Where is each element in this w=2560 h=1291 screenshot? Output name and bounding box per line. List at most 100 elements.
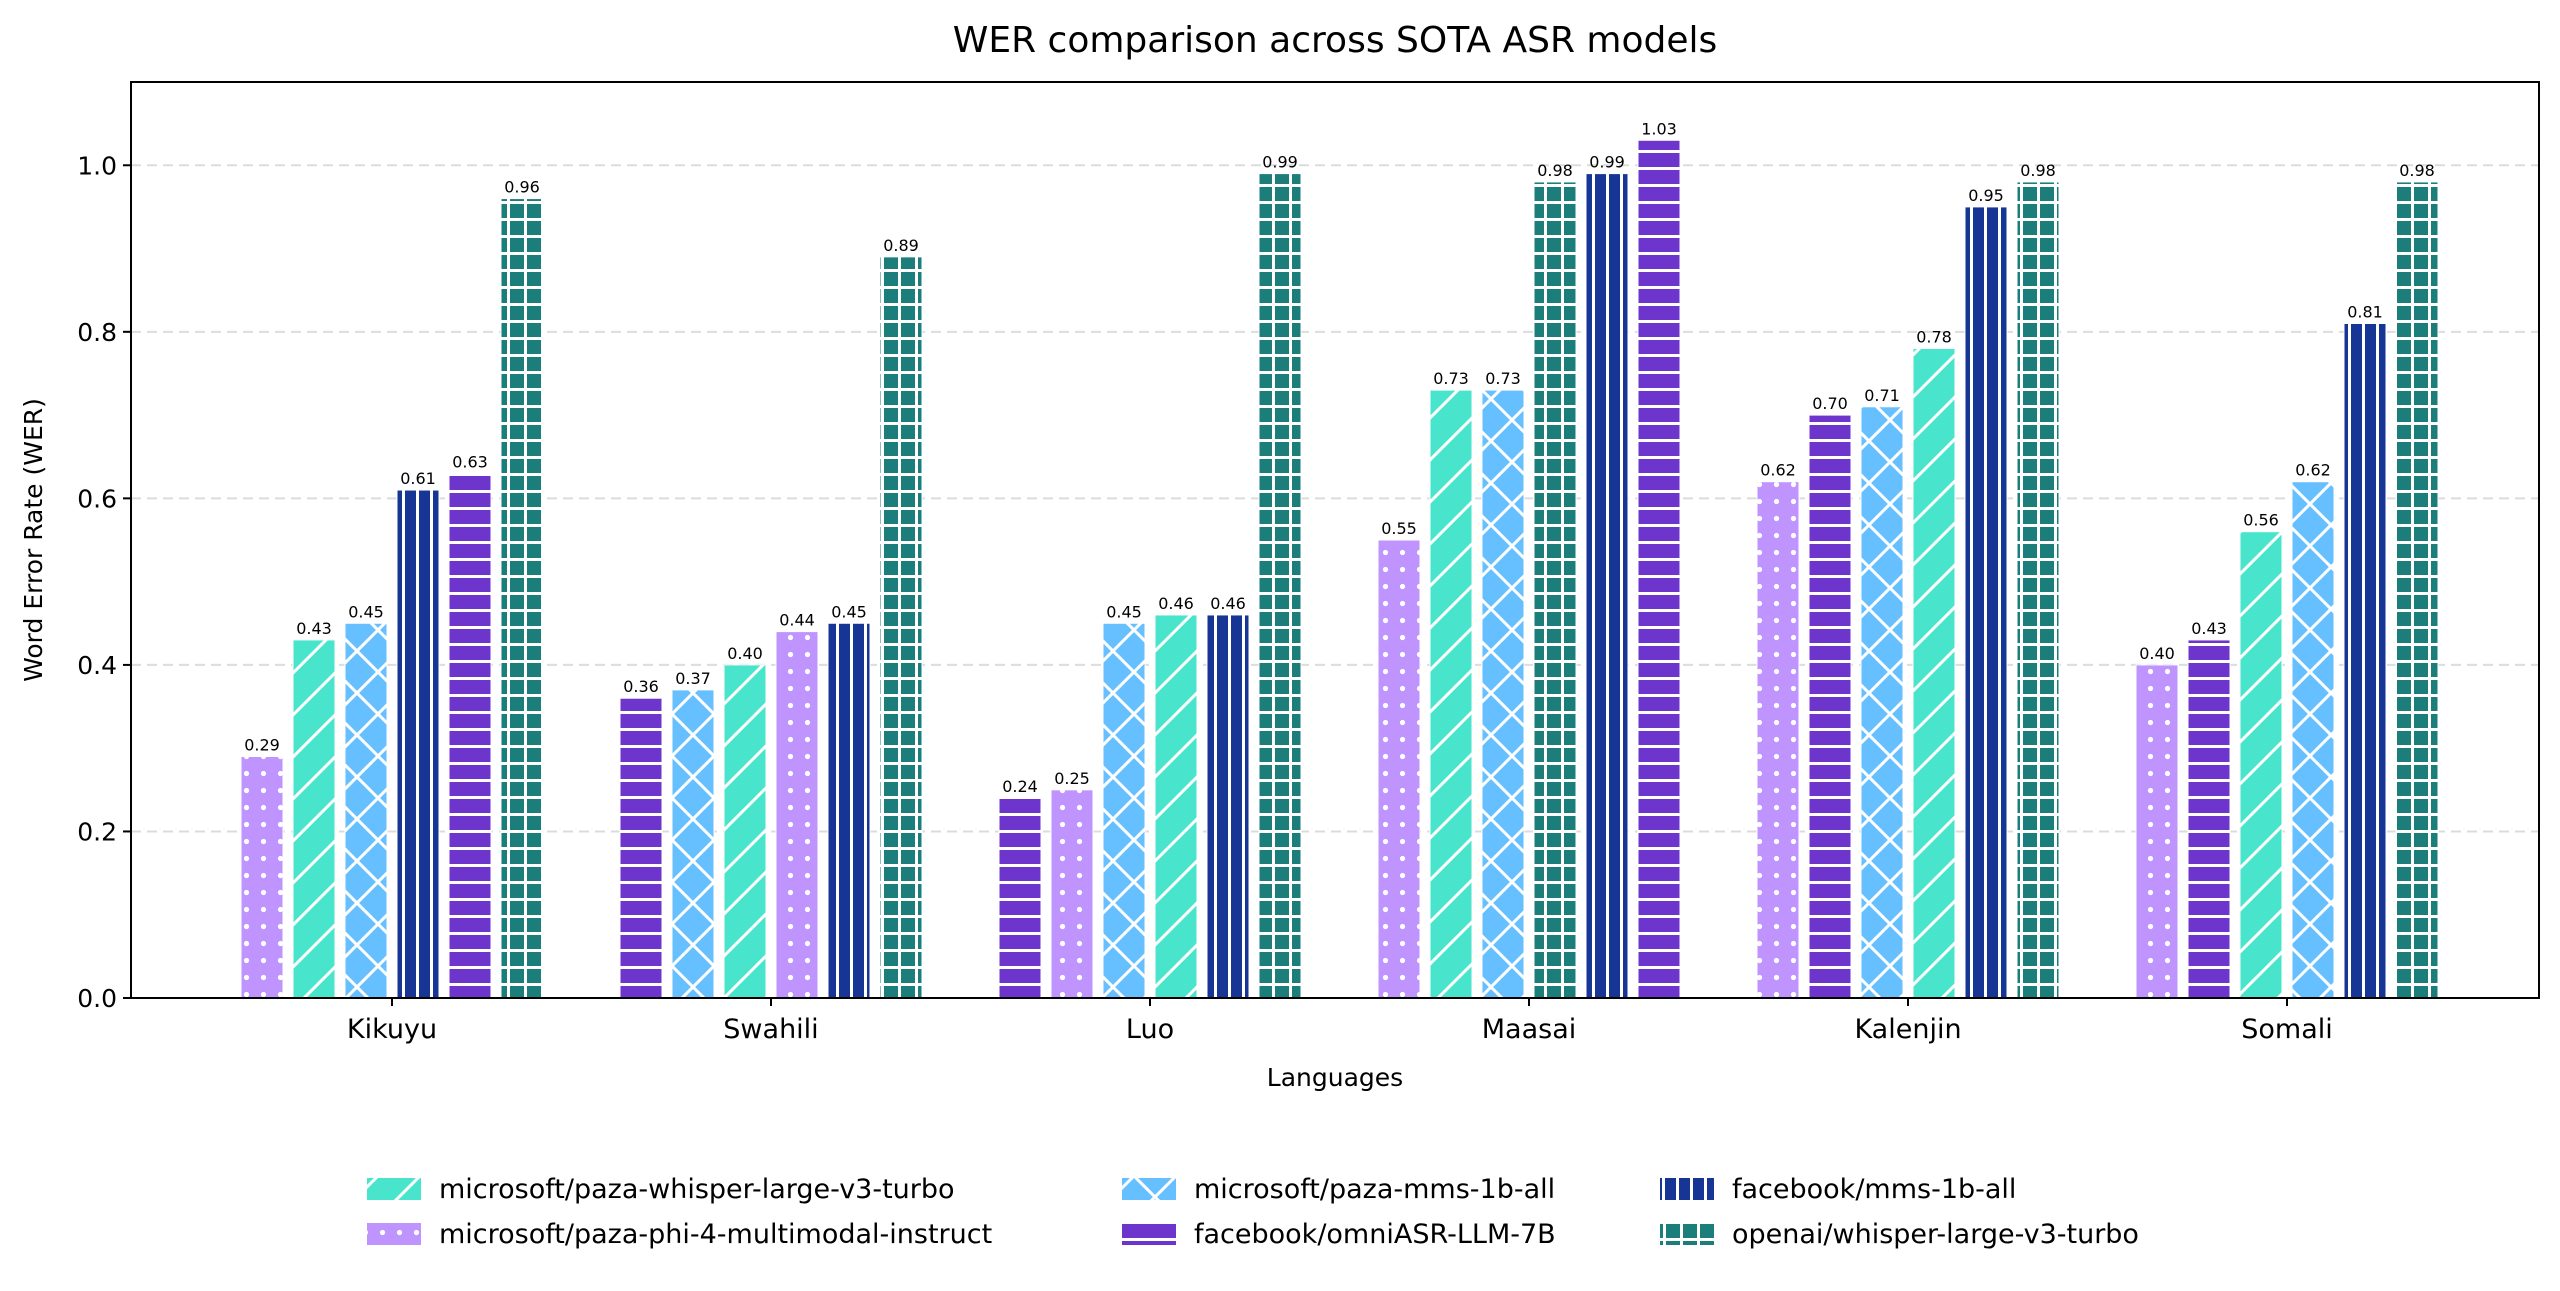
bar-value-label: 0.24 [1002, 777, 1038, 796]
legend: microsoft/paza-whisper-large-v3-turbo mic… [367, 1174, 2139, 1250]
y-tick-label: 0.6 [77, 484, 117, 513]
plot-frame [130, 81, 2540, 999]
bar-value-label: 0.45 [348, 602, 384, 621]
bar [344, 622, 388, 999]
bar-value-label: 0.62 [2295, 461, 2331, 480]
bar-value-label: 0.73 [1485, 369, 1521, 388]
y-tick-label: 0.4 [77, 651, 117, 680]
bar [879, 256, 923, 999]
legend-label: microsoft/paza-whisper-large-v3-turbo [439, 1174, 955, 1205]
bar [2343, 322, 2387, 999]
x-tick-label: Kalenjin [1854, 1014, 1961, 1045]
bar [1206, 614, 1250, 999]
legend-label: openai/whisper-large-v3-turbo [1732, 1219, 2139, 1250]
x-tick-label: Luo [1126, 1014, 1174, 1045]
bar [396, 489, 440, 999]
bar-value-label: 0.89 [883, 236, 919, 255]
bar-value-label: 0.56 [2243, 511, 2279, 530]
x-tick-label: Swahili [723, 1014, 818, 1045]
bar-value-label: 0.43 [2191, 619, 2227, 638]
bar-value-label: 0.78 [1916, 327, 1952, 346]
y-tick-label: 0.0 [77, 984, 117, 1013]
bar-value-label: 0.98 [2399, 161, 2435, 180]
bar [998, 797, 1042, 999]
bar [2395, 181, 2439, 999]
bar-value-label: 0.98 [2020, 161, 2056, 180]
bar [500, 198, 544, 999]
bar-value-label: 0.96 [504, 178, 540, 197]
bar [671, 689, 715, 999]
y-tick-label: 0.8 [77, 318, 117, 347]
bar-value-label: 0.43 [296, 619, 332, 638]
legend-item: openai/whisper-large-v3-turbo [1660, 1219, 2139, 1250]
bar [2187, 639, 2231, 999]
y-axis-label: Word Error Rate (WER) [19, 398, 48, 682]
legend-swatch [1660, 1178, 1714, 1200]
bar-value-label: 1.03 [1641, 119, 1677, 138]
bar [292, 639, 336, 999]
bar [240, 756, 284, 999]
bar [2239, 531, 2283, 999]
bar [1429, 389, 1473, 999]
bar-value-label: 0.45 [831, 602, 867, 621]
y-tick-label: 0.2 [77, 817, 117, 846]
x-tick-label: Somali [2241, 1014, 2333, 1045]
bar-value-label: 0.45 [1106, 602, 1142, 621]
bar [1377, 539, 1421, 999]
bar [1637, 139, 1681, 999]
bar-value-label: 0.37 [675, 669, 711, 688]
legend-item: facebook/mms-1b-all [1660, 1174, 2016, 1205]
legend-label: facebook/mms-1b-all [1732, 1174, 2016, 1205]
bar-value-label: 0.62 [1760, 461, 1796, 480]
legend-swatch [1122, 1178, 1176, 1200]
legend-item: microsoft/paza-mms-1b-all [1122, 1174, 1555, 1205]
bar [2135, 664, 2179, 999]
x-axis-label: Languages [1267, 1063, 1403, 1092]
bar-value-label: 0.36 [623, 677, 659, 696]
bar [827, 622, 871, 999]
x-tick-label: Kikuyu [347, 1014, 437, 1045]
legend-label: microsoft/paza-phi-4-multimodal-instruct [439, 1219, 992, 1250]
bar [1756, 481, 1800, 999]
x-axis-ticks: Kikuyu Swahili Luo Maasai Kalenjin Somali [347, 998, 2333, 1045]
bar [1964, 206, 2008, 999]
bar-value-label: 0.99 [1589, 153, 1625, 172]
bar-value-label: 0.61 [400, 469, 436, 488]
legend-item: microsoft/paza-phi-4-multimodal-instruct [367, 1219, 992, 1250]
legend-item: facebook/omniASR-LLM-7B [1122, 1219, 1556, 1250]
bar [1585, 173, 1629, 999]
bar [1860, 406, 1904, 999]
bar [1481, 389, 1525, 999]
bar [1533, 181, 1577, 999]
bar [2291, 481, 2335, 999]
chart-title: WER comparison across SOTA ASR models [953, 20, 1718, 61]
bar-value-label: 0.46 [1158, 594, 1194, 613]
legend-swatch [1660, 1223, 1714, 1245]
y-tick-label: 1.0 [77, 151, 117, 180]
bar-value-label: 0.55 [1381, 519, 1417, 538]
bar [1102, 622, 1146, 999]
x-tick-label: Maasai [1482, 1014, 1577, 1045]
bar [448, 472, 492, 999]
bar-value-label: 0.44 [779, 611, 815, 630]
bar [619, 697, 663, 999]
bar-value-label: 0.99 [1262, 153, 1298, 172]
bar-value-label: 0.95 [1968, 186, 2004, 205]
legend-item: microsoft/paza-whisper-large-v3-turbo [367, 1174, 955, 1205]
bar-value-label: 0.63 [452, 452, 488, 471]
bar [1154, 614, 1198, 999]
bar [1912, 347, 1956, 999]
y-axis-ticks: 0.0 0.2 0.4 0.6 0.8 1.0 [77, 151, 131, 1013]
bar-value-label: 0.73 [1433, 369, 1469, 388]
legend-swatch [1122, 1223, 1176, 1245]
bar-value-label: 0.70 [1812, 394, 1848, 413]
bar-value-label: 0.40 [727, 644, 763, 663]
bar-value-label: 0.81 [2347, 302, 2383, 321]
bar-value-label: 0.71 [1864, 386, 1900, 405]
bar [1808, 414, 1852, 999]
bar [1050, 789, 1094, 999]
bar [2016, 181, 2060, 999]
bar-value-label: 0.46 [1210, 594, 1246, 613]
legend-label: microsoft/paza-mms-1b-all [1194, 1174, 1555, 1205]
